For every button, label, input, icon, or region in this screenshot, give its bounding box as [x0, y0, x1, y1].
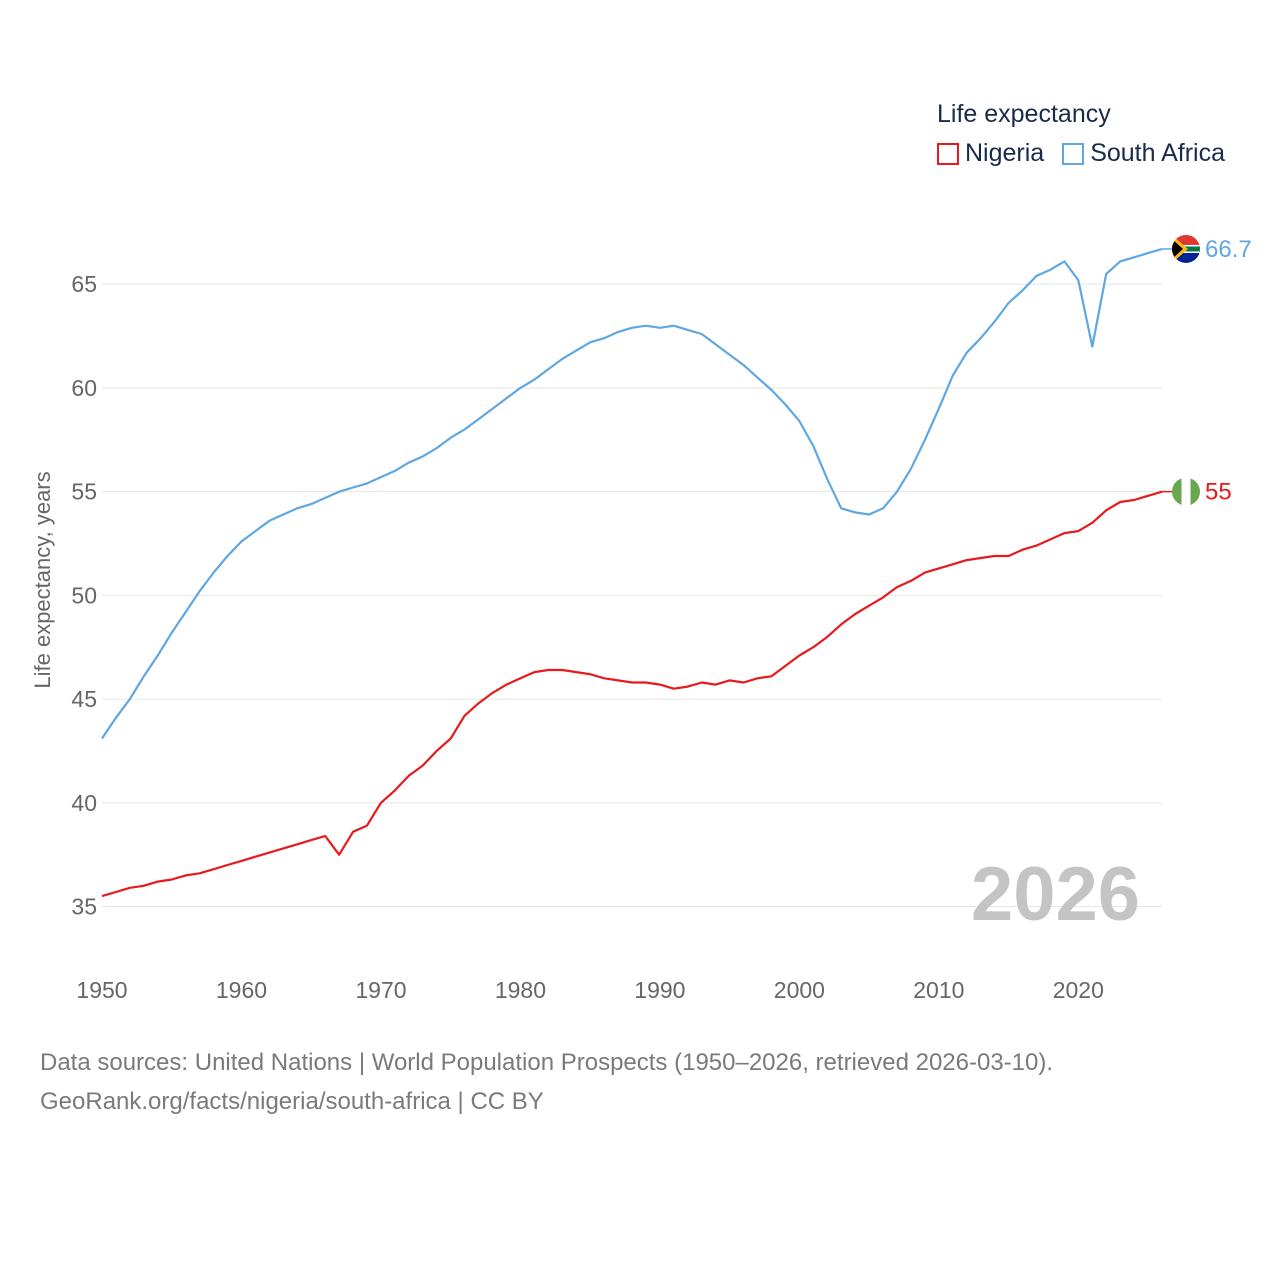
- gridlines: [102, 283, 1162, 908]
- legend-label-nigeria: Nigeria: [965, 139, 1045, 167]
- x-tick-1990: 1990: [634, 977, 685, 1003]
- y-tick-50: 50: [71, 582, 97, 608]
- year-watermark: 2026: [971, 852, 1140, 937]
- y-tick-labels: 35 40 45 50 55 60 65: [71, 271, 97, 919]
- y-axis-label: Life expectancy, years: [30, 471, 55, 688]
- south-africa-end-label: 66.7: [1205, 236, 1252, 263]
- y-tick-55: 55: [71, 479, 97, 505]
- legend-item-south-africa[interactable]: South Africa: [1062, 139, 1225, 168]
- x-tick-1950: 1950: [76, 977, 127, 1003]
- legend: Life expectancy Nigeria South Africa: [937, 100, 1243, 168]
- source-line-1: Data sources: United Nations | World Pop…: [40, 1049, 1054, 1076]
- series-lines: [101, 247, 1172, 898]
- y-tick-60: 60: [71, 375, 97, 401]
- x-tick-labels: 1950 1960 1970 1980 1990 2000 2010 2020: [76, 977, 1103, 1003]
- legend-item-nigeria[interactable]: Nigeria: [937, 139, 1044, 168]
- y-tick-65: 65: [71, 271, 97, 297]
- x-tick-1970: 1970: [355, 977, 406, 1003]
- nigeria-end-label: 55: [1205, 479, 1232, 506]
- nigeria-flag-icon: [1172, 477, 1200, 506]
- x-tick-2010: 2010: [913, 977, 964, 1003]
- series-line-nigeria: [101, 490, 1163, 898]
- source-note: Data sources: United Nations | World Pop…: [40, 1043, 1053, 1121]
- x-tick-2000: 2000: [774, 977, 825, 1003]
- y-tick-40: 40: [71, 790, 97, 816]
- line-chart: 35 40 45 50 55 60 65 1950 1960 1970 1980 1990 2000 2…: [30, 234, 1252, 1003]
- y-tick-35: 35: [71, 894, 97, 920]
- legend-title: Life expectancy: [937, 100, 1111, 128]
- source-line-2[interactable]: GeoRank.org/facts/nigeria/south-africa |…: [40, 1088, 544, 1115]
- x-tick-2020: 2020: [1053, 977, 1104, 1003]
- x-tick-1980: 1980: [495, 977, 546, 1003]
- nigeria-swatch: [937, 142, 959, 165]
- south-africa-swatch: [1062, 142, 1085, 165]
- legend-label-south-africa: South Africa: [1090, 139, 1226, 167]
- series-line-south-africa: [101, 247, 1163, 740]
- y-tick-45: 45: [71, 686, 97, 712]
- x-tick-1960: 1960: [216, 977, 267, 1003]
- south-africa-flag-icon: [1172, 234, 1200, 263]
